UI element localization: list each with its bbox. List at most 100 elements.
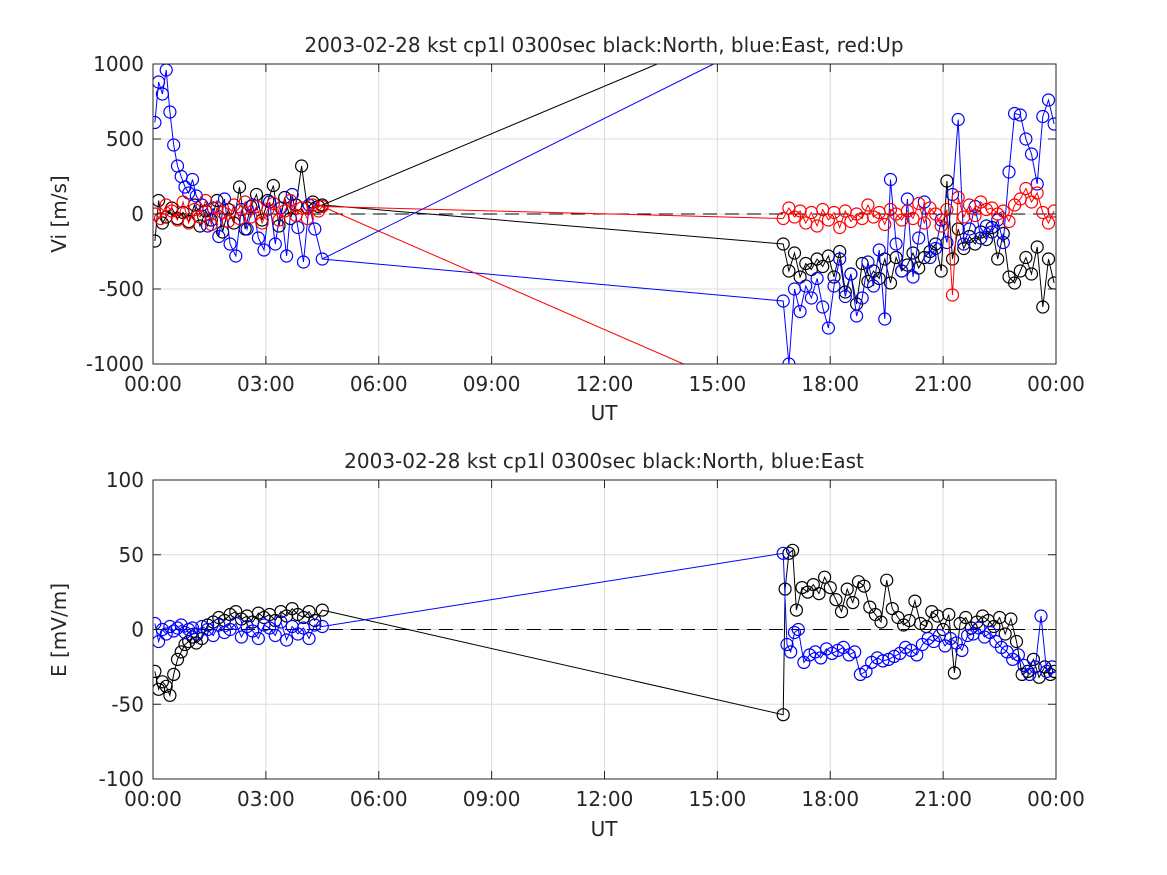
- data-point: [1007, 106, 1022, 121]
- y-tick-label: 500: [106, 127, 144, 151]
- data-point: [821, 321, 836, 335]
- data-point: [170, 621, 185, 635]
- data-point: [833, 252, 847, 266]
- data-point: [280, 633, 294, 647]
- data-point: [159, 64, 173, 77]
- data-point: [787, 625, 802, 640]
- data-point: [940, 202, 954, 217]
- velocity-panel: 2003-02-28 kst cp1l 0300sec black:North,…: [47, 33, 1085, 425]
- data-point: [876, 654, 890, 668]
- data-point: [312, 204, 326, 218]
- data-point: [223, 237, 237, 251]
- data-point: [1004, 612, 1018, 626]
- data-point: [234, 630, 248, 644]
- x-tick-label: 00:00: [1027, 372, 1085, 396]
- data-point: [838, 289, 852, 304]
- data-point: [1011, 648, 1026, 662]
- data-point: [308, 222, 322, 236]
- data-point: [787, 246, 802, 260]
- data-point: [257, 243, 271, 257]
- data-point: [1030, 186, 1044, 200]
- data-point: [827, 270, 841, 284]
- data-point: [153, 193, 166, 208]
- data-point: [861, 255, 875, 269]
- data-point: [1047, 117, 1056, 131]
- x-tick-label: 09:00: [463, 787, 521, 811]
- y-tick-label: 1000: [93, 52, 144, 76]
- data-point: [782, 264, 796, 278]
- data-point: [829, 592, 843, 607]
- x-tick-label: 15:00: [689, 787, 747, 811]
- panel-title: 2003-02-28 kst cp1l 0300sec black:North,…: [304, 33, 903, 57]
- data-point: [217, 192, 232, 206]
- data-point: [912, 231, 926, 245]
- data-point: [889, 250, 903, 265]
- data-point: [1041, 216, 1056, 230]
- data-point: [817, 570, 832, 584]
- y-axis-label: E [mV/m]: [47, 583, 71, 677]
- data-point: [857, 579, 871, 593]
- data-point: [996, 235, 1010, 250]
- series-segment: [322, 64, 658, 206]
- data-point: [315, 603, 329, 617]
- data-point: [791, 622, 805, 637]
- data-point: [848, 645, 862, 659]
- data-point: [182, 216, 196, 230]
- y-axis-label: Vi [m/s]: [47, 175, 71, 252]
- y-tick-label: -50: [111, 692, 144, 716]
- data-point: [955, 643, 969, 658]
- data-point: [302, 198, 316, 212]
- x-tick-label: 12:00: [576, 372, 634, 396]
- data-point: [945, 252, 960, 266]
- data-point: [176, 195, 190, 209]
- data-point: [167, 138, 181, 152]
- data-point: [266, 196, 280, 211]
- data-point: [895, 264, 909, 278]
- data-point: [940, 174, 954, 188]
- data-point: [300, 211, 314, 226]
- data-point: [844, 267, 858, 281]
- series-line: [154, 552, 1053, 676]
- x-tick-label: 18:00: [801, 787, 859, 811]
- data-point: [880, 573, 894, 587]
- data-point: [1019, 250, 1033, 265]
- series-segment: [322, 206, 684, 364]
- data-point: [827, 279, 841, 293]
- data-point: [255, 216, 269, 230]
- data-point: [908, 594, 922, 608]
- data-point: [302, 631, 316, 646]
- data-point: [784, 645, 798, 659]
- data-point: [1019, 132, 1033, 146]
- y-tick-label: 50: [119, 543, 144, 567]
- data-point: [780, 637, 794, 652]
- data-point: [295, 159, 309, 173]
- data-point: [934, 264, 948, 278]
- data-point: [928, 207, 943, 221]
- data-point: [159, 627, 173, 641]
- y-tick-label: 0: [131, 202, 144, 226]
- data-point: [1034, 609, 1048, 623]
- data-point: [153, 75, 166, 89]
- data-point: [238, 195, 252, 209]
- data-point: [1013, 108, 1027, 122]
- data-point: [816, 259, 830, 274]
- data-point: [1024, 267, 1039, 281]
- data-point: [251, 231, 265, 245]
- data-point: [153, 664, 162, 678]
- data-point: [185, 172, 200, 187]
- data-point: [960, 628, 975, 643]
- data-point: [951, 112, 965, 127]
- data-point: [1030, 240, 1044, 254]
- data-point: [1036, 109, 1050, 124]
- data-point: [285, 187, 299, 202]
- data-point: [1007, 276, 1022, 290]
- data-point: [204, 217, 218, 232]
- data-point: [153, 115, 162, 130]
- data-point: [942, 607, 956, 622]
- data-point: [785, 543, 800, 557]
- data-point: [947, 666, 962, 680]
- data-point: [940, 235, 954, 250]
- data-point: [210, 193, 224, 208]
- data-point: [883, 172, 898, 187]
